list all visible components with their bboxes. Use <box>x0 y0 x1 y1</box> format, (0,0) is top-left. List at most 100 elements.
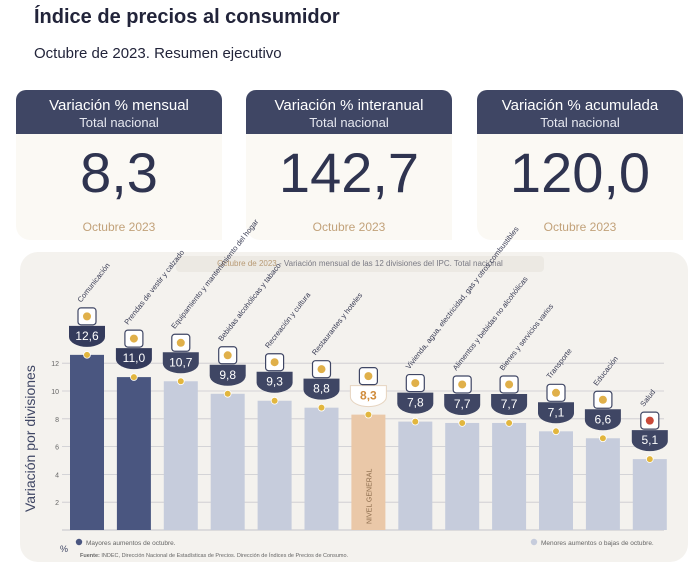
category-label-0: Comunicación <box>75 261 111 304</box>
food-icon <box>452 375 472 394</box>
value-label-6: 8,3 <box>360 389 377 403</box>
bar-dot-8 <box>458 419 467 427</box>
legend-low-swatch <box>530 538 538 546</box>
bar-1 <box>116 377 151 530</box>
value-label-2: 10,7 <box>169 355 193 369</box>
chart-caption-text: - Variación mensual de las 12 divisiones… <box>276 259 503 268</box>
value-pill-6 <box>349 385 387 408</box>
card-accumulated-scope: Total nacional <box>540 115 620 130</box>
bar-6 <box>351 414 386 530</box>
card-monthly-scope: Total nacional <box>79 115 159 130</box>
shirt-icon <box>124 329 144 348</box>
value-pill-10 <box>538 402 574 424</box>
bar-12 <box>632 459 667 530</box>
chart-caption: Octubre de 2023 - Variación mensual de l… <box>176 256 544 272</box>
y-tick-10: 10 <box>51 389 59 396</box>
source-note-label: Fuente: <box>80 553 100 559</box>
category-label-7: Vivienda, agua, electricidad, gas y otro… <box>404 225 521 371</box>
card-accumulated-title: Variación % acumulada <box>501 97 659 114</box>
washer-icon <box>171 333 191 352</box>
y-axis-label: Variación por divisiones <box>22 365 38 512</box>
bus-icon <box>546 383 566 402</box>
health-cross-icon <box>640 411 660 430</box>
legend-high-swatch <box>75 538 83 546</box>
card-monthly-title: Variación % mensual <box>49 97 189 114</box>
category-label-4: Recreación y cultura <box>263 290 313 350</box>
card-yearly-date: Octubre 2023 <box>312 220 386 234</box>
card-accumulated: Variación % acumulada Total nacional 120… <box>477 90 683 240</box>
card-monthly-body: 8,3 Octubre 2023 <box>16 134 222 240</box>
category-label-5: Restaurantes y hoteles <box>310 291 364 357</box>
bulb-icon <box>405 373 425 393</box>
source-note: Fuente: INDEC, Dirección Nacional de Est… <box>80 552 349 559</box>
legend-high-label: Mayores aumentos de octubre. <box>86 540 176 547</box>
bar-5 <box>304 407 339 530</box>
bar-10 <box>539 431 573 530</box>
value-label-0: 12,6 <box>75 329 99 343</box>
book-icon <box>593 390 613 409</box>
bar-dot-5 <box>317 403 326 412</box>
bar-dot-12 <box>645 455 654 463</box>
value-pill-8 <box>444 393 481 415</box>
phone-icon <box>77 307 97 326</box>
bar-dot-10 <box>552 427 560 436</box>
card-monthly-value: 8,3 <box>80 141 158 204</box>
card-monthly: Variación % mensual Total nacional 8,3 O… <box>16 90 222 240</box>
bar-dot-2 <box>177 377 185 386</box>
value-pill-11 <box>584 409 621 431</box>
bar-dot-1 <box>130 373 138 381</box>
card-monthly-header: Variación % mensual Total nacional <box>16 90 222 134</box>
y-tick-12: 12 <box>51 361 59 368</box>
value-label-8: 7,7 <box>454 397 471 411</box>
value-pill-1 <box>115 348 152 370</box>
bar-dot-0 <box>83 351 91 359</box>
chart-caption-date: Octubre de 2023 <box>217 259 277 268</box>
value-label-12: 5,1 <box>641 433 658 447</box>
y-tick-8: 8 <box>55 417 59 424</box>
card-yearly-header: Variación % interanual Total nacional <box>246 90 452 134</box>
bar-dot-3 <box>223 389 232 398</box>
value-label-3: 9,8 <box>219 368 236 382</box>
card-accumulated-date: Octubre 2023 <box>543 220 617 234</box>
value-pill-0 <box>69 325 105 347</box>
value-pill-4 <box>256 371 293 393</box>
card-accumulated-header: Variación % acumulada Total nacional <box>477 90 683 134</box>
bar-8 <box>445 422 480 530</box>
value-label-5: 8,8 <box>313 382 330 396</box>
y-tick-2: 2 <box>55 500 59 507</box>
basket-icon <box>358 367 378 386</box>
y-unit-label: % <box>60 544 68 554</box>
value-pill-2 <box>162 352 199 374</box>
bar-dot-6 <box>364 410 373 419</box>
category-label-6: NIVEL GENERAL <box>366 469 373 524</box>
bar-0 <box>70 354 104 530</box>
bar-9 <box>492 422 527 530</box>
bar-2 <box>163 381 198 530</box>
bar-7 <box>398 421 433 530</box>
bar-dot-4 <box>270 396 279 405</box>
bar-3 <box>210 393 245 530</box>
value-pill-9 <box>491 393 528 415</box>
category-label-11: Educación <box>591 354 620 387</box>
value-pill-12 <box>631 430 668 452</box>
bar-11 <box>585 438 620 530</box>
card-yearly: Variación % interanual Total nacional 14… <box>246 90 452 240</box>
shoe-icon <box>499 375 519 394</box>
card-yearly-value: 142,7 <box>278 141 420 204</box>
card-accumulated-value: 120,0 <box>509 141 651 204</box>
legend-low-label: Menores aumentos o bajas de octubre. <box>541 540 654 547</box>
bar-dot-7 <box>411 417 420 426</box>
category-label-9: Bienes y servicios varios <box>498 302 556 372</box>
value-label-9: 7,7 <box>501 397 518 411</box>
card-accumulated-body: 120,0 Octubre 2023 <box>477 134 683 240</box>
value-pill-5 <box>303 378 340 400</box>
category-label-2: Equipamiento y mantenimiento del hogar <box>169 217 260 330</box>
value-label-11: 6,6 <box>595 412 612 426</box>
value-label-7: 7,8 <box>407 396 424 410</box>
value-label-1: 11,0 <box>123 351 146 365</box>
bar-4 <box>257 400 292 530</box>
source-note-text: INDEC, Dirección Nacional de Estadística… <box>100 552 349 559</box>
value-pill-7 <box>397 392 434 414</box>
value-pill-3 <box>209 364 246 386</box>
